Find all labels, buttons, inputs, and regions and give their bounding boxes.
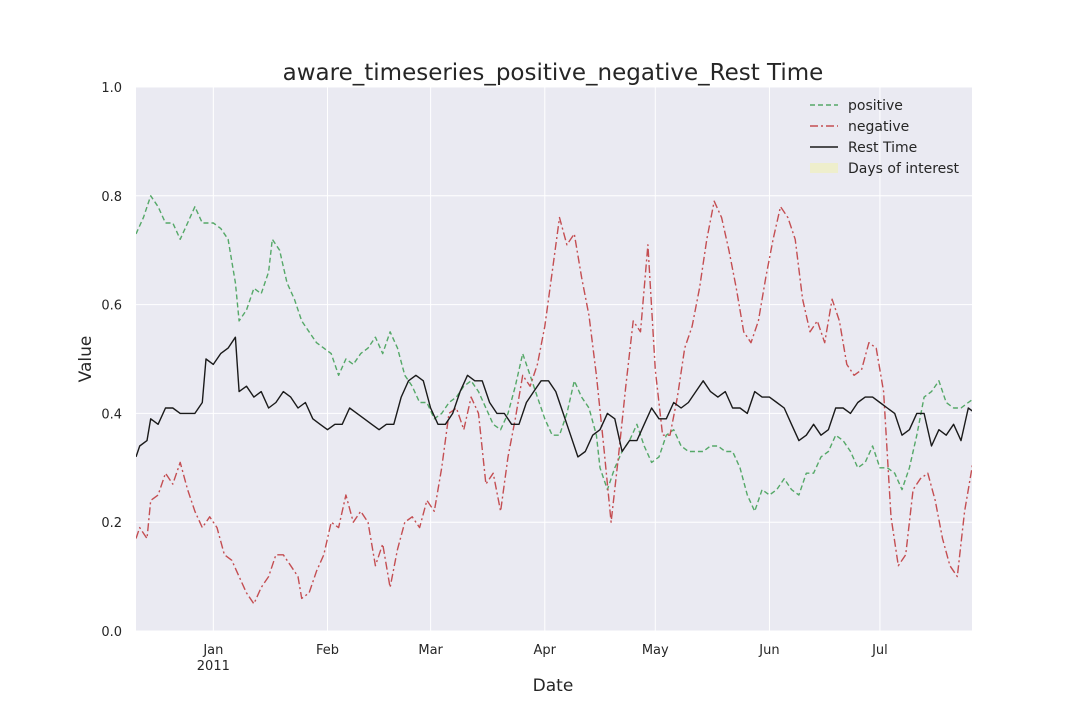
x-axis-label: Date [533, 676, 574, 696]
plot-area [136, 87, 972, 631]
x-tick-label: Jul [871, 643, 888, 658]
x-tick-label: Apr [534, 643, 557, 658]
y-tick-label: 0.4 [101, 407, 122, 422]
y-tick-label: 0.8 [101, 190, 122, 205]
x-tick-label: Feb [316, 643, 339, 658]
series-line-rest-time [136, 336, 972, 458]
x-tick-sublabel: 2011 [197, 659, 230, 674]
legend: positive negative Rest Time Days of interes… [810, 98, 960, 177]
legend-label: negative [848, 119, 909, 135]
x-tick-label: May [642, 643, 669, 658]
y-tick-label: 0.0 [101, 625, 122, 640]
series-line-negative [136, 200, 972, 605]
legend-label: Rest Time [848, 140, 917, 156]
y-axis-ticks: 0.0 0.2 0.4 0.6 0.8 1.0 [101, 81, 122, 640]
series-line-positive [136, 195, 972, 512]
grid-lines [136, 86, 972, 632]
legend-label: positive [848, 98, 903, 114]
x-tick-label: Jan [202, 643, 223, 658]
chart-title: aware_timeseries_positive_negative_Rest … [283, 60, 824, 86]
x-tick-label: Jun [758, 643, 779, 658]
y-axis-label: Value [76, 336, 96, 383]
x-tick-label: Mar [418, 643, 443, 658]
legend-label: Days of interest [848, 161, 960, 177]
y-tick-label: 0.2 [101, 516, 122, 531]
series-layer [136, 195, 972, 605]
y-tick-label: 1.0 [101, 81, 122, 96]
y-tick-label: 0.6 [101, 299, 122, 314]
legend-swatch [810, 163, 838, 173]
